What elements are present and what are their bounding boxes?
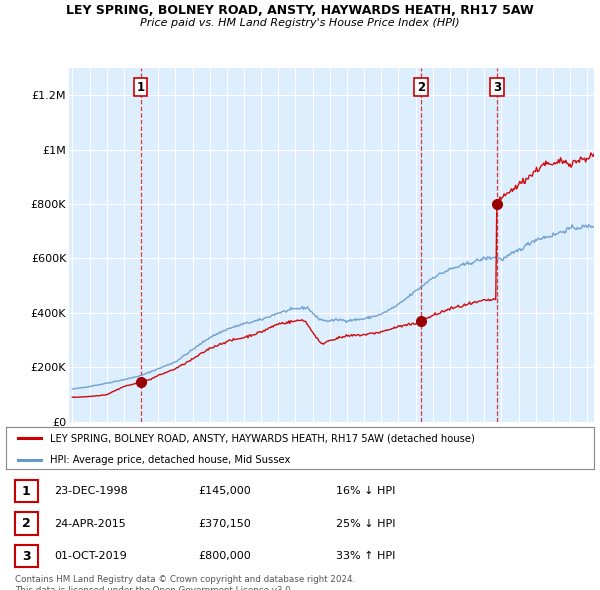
Text: Contains HM Land Registry data © Crown copyright and database right 2024.
This d: Contains HM Land Registry data © Crown c… [15,575,355,590]
Text: 3: 3 [22,549,31,563]
Text: 2: 2 [22,517,31,530]
Text: 23-DEC-1998: 23-DEC-1998 [54,486,128,496]
Text: 2: 2 [417,81,425,94]
Text: HPI: Average price, detached house, Mid Sussex: HPI: Average price, detached house, Mid … [50,455,290,465]
Text: LEY SPRING, BOLNEY ROAD, ANSTY, HAYWARDS HEATH, RH17 5AW: LEY SPRING, BOLNEY ROAD, ANSTY, HAYWARDS… [66,4,534,17]
Text: £145,000: £145,000 [198,486,251,496]
Text: 01-OCT-2019: 01-OCT-2019 [54,551,127,561]
Text: £370,150: £370,150 [198,519,251,529]
Text: 16% ↓ HPI: 16% ↓ HPI [336,486,395,496]
Text: 25% ↓ HPI: 25% ↓ HPI [336,519,395,529]
Text: Price paid vs. HM Land Registry's House Price Index (HPI): Price paid vs. HM Land Registry's House … [140,18,460,28]
Text: 3: 3 [493,81,501,94]
Text: 33% ↑ HPI: 33% ↑ HPI [336,551,395,561]
Text: £800,000: £800,000 [198,551,251,561]
Text: 1: 1 [136,81,145,94]
Text: 1: 1 [22,484,31,498]
Text: LEY SPRING, BOLNEY ROAD, ANSTY, HAYWARDS HEATH, RH17 5AW (detached house): LEY SPRING, BOLNEY ROAD, ANSTY, HAYWARDS… [50,434,475,444]
Text: 24-APR-2015: 24-APR-2015 [54,519,126,529]
